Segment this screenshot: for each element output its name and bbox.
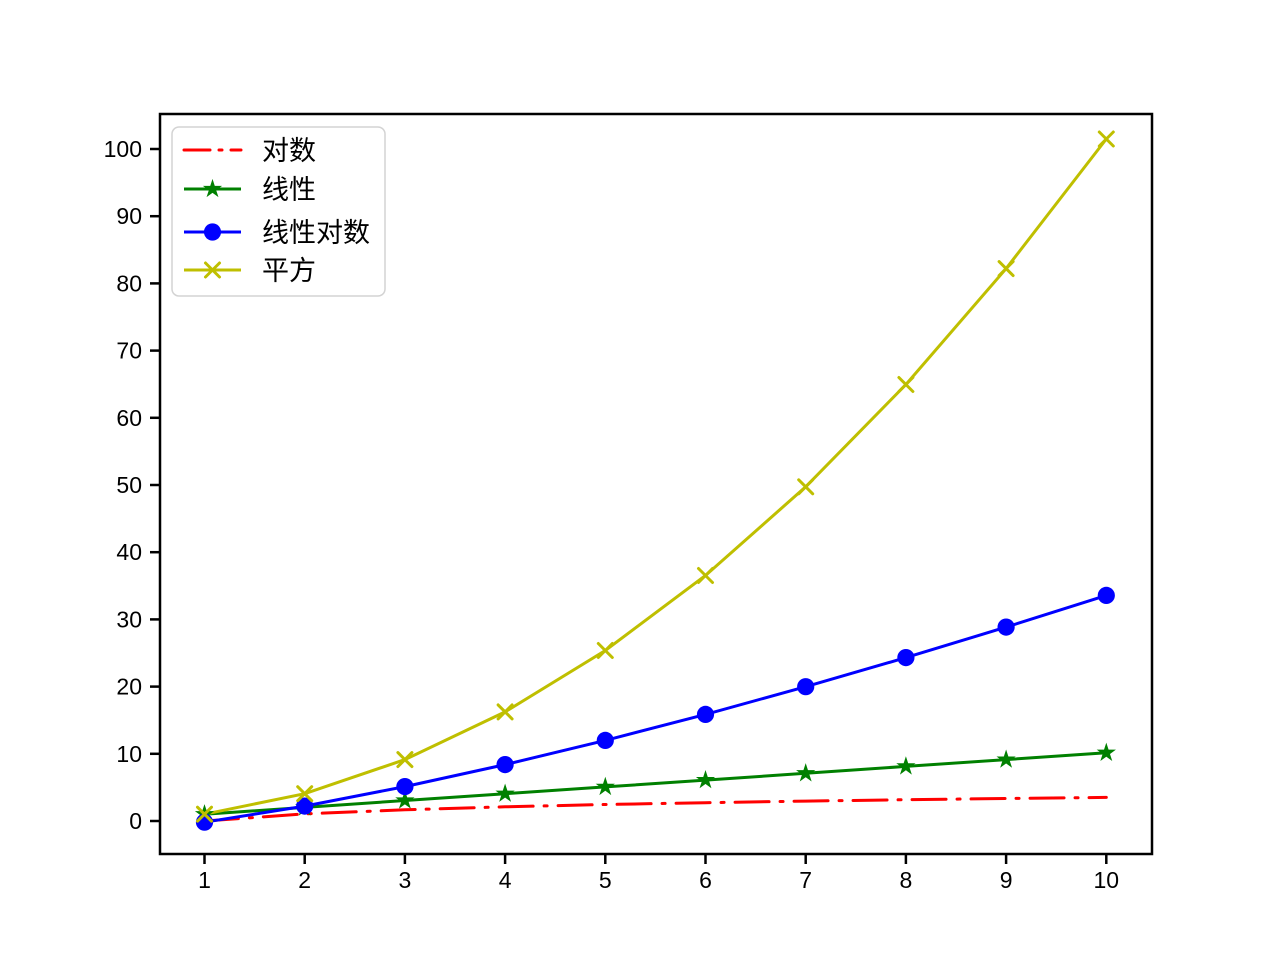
- svg-text:60: 60: [116, 405, 142, 431]
- svg-text:50: 50: [116, 472, 142, 498]
- svg-text:0: 0: [129, 808, 142, 834]
- svg-text:90: 90: [116, 203, 142, 229]
- svg-text:线性对数: 线性对数: [262, 218, 370, 248]
- svg-text:30: 30: [116, 606, 142, 632]
- svg-text:7: 7: [799, 867, 812, 893]
- svg-text:5: 5: [599, 867, 612, 893]
- svg-text:9: 9: [1000, 867, 1013, 893]
- svg-text:10: 10: [116, 741, 142, 767]
- svg-text:对数: 对数: [262, 136, 316, 166]
- svg-text:10: 10: [1094, 867, 1120, 893]
- svg-text:6: 6: [699, 867, 712, 893]
- svg-text:40: 40: [116, 539, 142, 565]
- svg-text:1: 1: [198, 867, 211, 893]
- svg-text:2: 2: [298, 867, 311, 893]
- svg-text:3: 3: [399, 867, 412, 893]
- svg-text:80: 80: [116, 270, 142, 296]
- svg-text:4: 4: [499, 867, 512, 893]
- svg-text:平方: 平方: [262, 256, 316, 286]
- svg-text:70: 70: [116, 338, 142, 364]
- svg-text:20: 20: [116, 674, 142, 700]
- svg-text:8: 8: [900, 867, 913, 893]
- svg-text:100: 100: [104, 136, 142, 162]
- svg-text:线性: 线性: [262, 175, 316, 205]
